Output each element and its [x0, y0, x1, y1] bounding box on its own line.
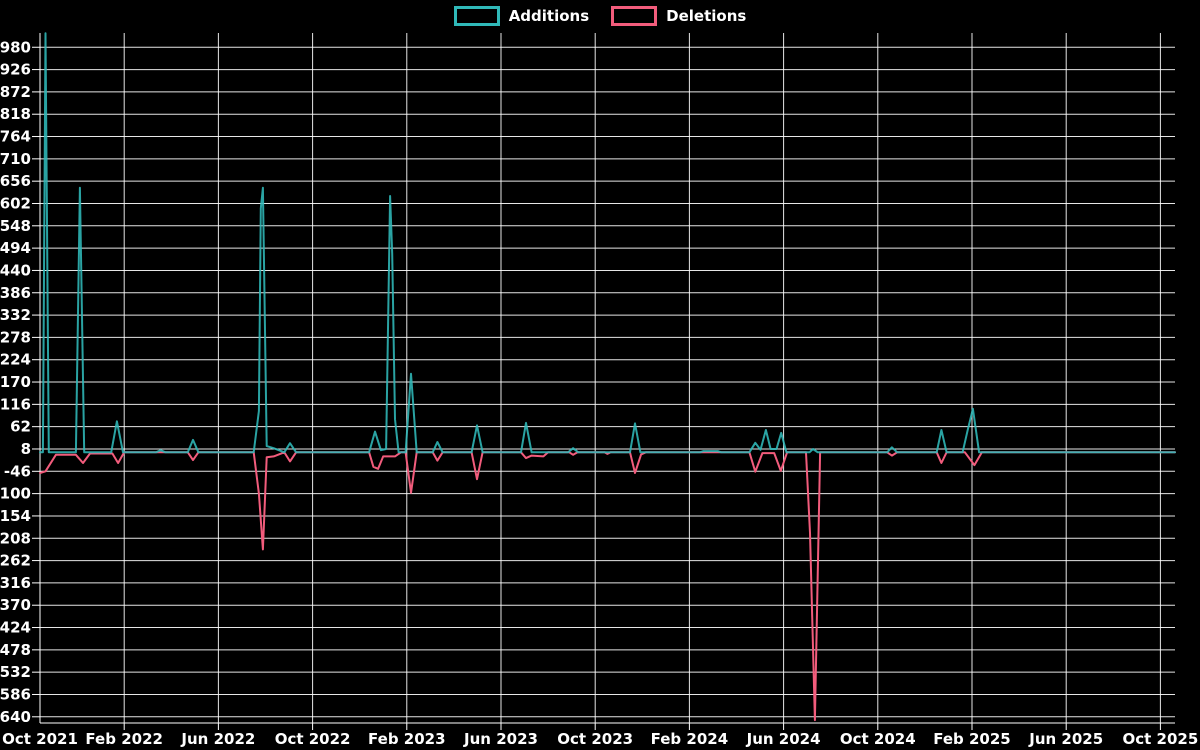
y-tick-label: -262	[0, 552, 31, 570]
y-tick-label: -100	[0, 485, 31, 503]
deletions-swatch-icon	[611, 6, 658, 26]
y-tick-label: -478	[0, 641, 31, 659]
x-tick-label: Feb 2025	[933, 730, 1011, 748]
legend-label-additions: Additions	[508, 7, 590, 25]
x-tick-label: Oct 2023	[557, 730, 633, 748]
y-tick-label: 980	[0, 38, 31, 56]
series-line-additions	[39, 32, 1176, 454]
x-tick-label: Oct 2022	[275, 730, 351, 748]
y-tick-label: 548	[0, 217, 31, 235]
y-tick-label: -316	[0, 574, 31, 592]
y-tick-label: 170	[0, 373, 31, 391]
x-tick-label: Jun 2025	[1028, 730, 1103, 748]
y-tick-label: 440	[0, 261, 31, 279]
x-tick-label: Oct 2024	[840, 730, 916, 748]
y-tick-label: 764	[0, 128, 31, 146]
series-line-deletions	[39, 451, 1176, 722]
y-tick-label: -370	[0, 596, 31, 614]
y-tick-label: -46	[4, 462, 31, 480]
y-tick-label: 926	[0, 61, 31, 79]
legend-item-additions[interactable]: Additions	[453, 6, 590, 26]
y-tick-label: -532	[0, 663, 31, 681]
legend-label-deletions: Deletions	[666, 7, 747, 25]
y-tick-label: 710	[0, 150, 31, 168]
x-tick-label: Oct 2025	[1123, 730, 1199, 748]
y-tick-label: -586	[0, 685, 31, 703]
y-tick-label: 116	[0, 395, 31, 413]
y-tick-label: 602	[0, 194, 31, 212]
y-tick-label: 872	[0, 83, 31, 101]
x-tick-label: Jun 2024	[746, 730, 821, 748]
y-tick-label: -208	[0, 529, 31, 547]
y-tick-label: 494	[0, 239, 31, 257]
x-tick-label: Oct 2021	[2, 730, 78, 748]
x-tick-label: Feb 2024	[651, 730, 729, 748]
y-tick-label: -424	[0, 619, 31, 637]
y-tick-label: 278	[0, 328, 31, 346]
x-tick-label: Jun 2023	[463, 730, 538, 748]
y-tick-label: 656	[0, 172, 31, 190]
chart-legend: Additions Deletions	[0, 6, 1200, 26]
y-tick-label: -154	[0, 507, 31, 525]
x-tick-label: Feb 2023	[368, 730, 446, 748]
y-tick-label: -640	[0, 708, 31, 726]
y-tick-label: 332	[0, 306, 31, 324]
y-tick-label: 386	[0, 284, 31, 302]
y-tick-label: 818	[0, 105, 31, 123]
y-tick-label: 224	[0, 351, 31, 369]
x-tick-label: Feb 2022	[85, 730, 163, 748]
y-tick-label: 62	[10, 418, 31, 436]
y-tick-label: 8	[21, 440, 31, 458]
x-tick-label: Jun 2022	[180, 730, 255, 748]
additions-swatch-icon	[453, 6, 500, 26]
legend-item-deletions[interactable]: Deletions	[611, 6, 746, 26]
